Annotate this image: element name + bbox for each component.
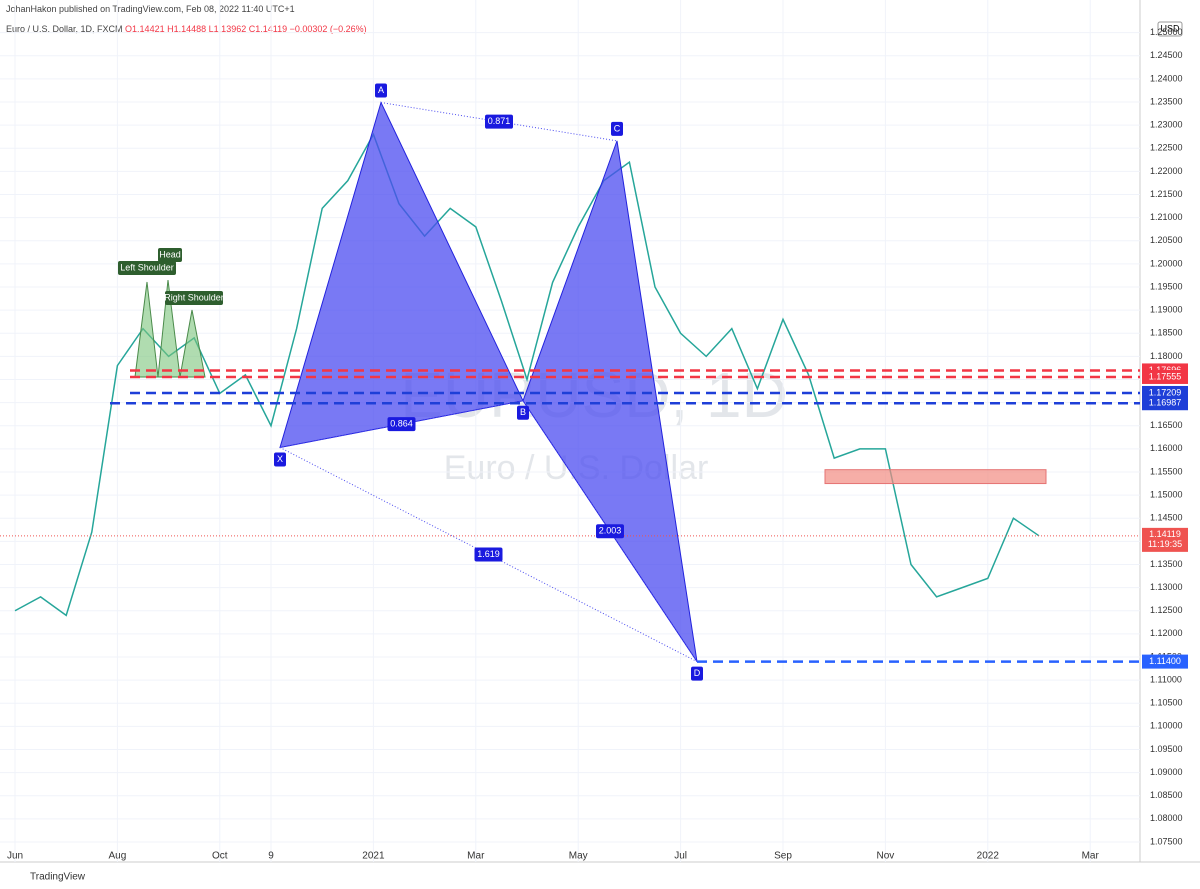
change: −0.00302 (−0.26%) xyxy=(289,24,367,34)
last-price-label: 1.14119 xyxy=(1149,529,1181,539)
low: L1.13962 xyxy=(208,24,247,34)
point-box xyxy=(274,452,286,467)
y-tick-label: 1.10500 xyxy=(1150,698,1183,708)
last-price-tag xyxy=(1142,527,1188,552)
y-tick-label: 1.18500 xyxy=(1150,328,1183,338)
point-label: B xyxy=(520,407,526,417)
y-tick-label: 1.09000 xyxy=(1150,767,1183,777)
brand: TradingView xyxy=(30,872,86,883)
y-tick-label: 1.19000 xyxy=(1150,305,1183,315)
y-tick-label: 1.25000 xyxy=(1150,27,1183,37)
y-tick-label: 1.24000 xyxy=(1150,73,1183,83)
y-tick-label: 1.23000 xyxy=(1150,120,1183,130)
ratio-label: 2.003 xyxy=(599,526,622,536)
point-box xyxy=(375,83,387,98)
y-tick-label: 1.07500 xyxy=(1150,836,1183,846)
y-tick-label: 1.18000 xyxy=(1150,351,1183,361)
bar-timer: 11:19:35 xyxy=(1148,539,1182,549)
x-tick-label: Mar xyxy=(467,851,485,862)
y-tick-label: 1.24500 xyxy=(1150,50,1183,60)
y-tick-label: 1.12000 xyxy=(1150,628,1183,638)
y-tick-label: 1.14500 xyxy=(1150,513,1183,523)
close: C1.14119 xyxy=(248,24,288,34)
x-tick-label: Sep xyxy=(774,851,792,862)
annotation: Right Shoulder xyxy=(164,292,224,302)
hs-shape xyxy=(134,279,206,378)
point-label: A xyxy=(378,85,384,95)
y-tick-label: 1.21000 xyxy=(1150,212,1183,222)
ratio-line xyxy=(380,101,618,142)
open: O1.14421 xyxy=(125,24,165,34)
level-tag xyxy=(1142,654,1188,669)
point-label: C xyxy=(614,123,621,133)
ratio-box xyxy=(474,547,503,562)
y-tick-label: 1.23500 xyxy=(1150,96,1183,106)
level-tag xyxy=(1142,396,1188,411)
ratio-label: 0.864 xyxy=(390,419,413,429)
y-tick-label: 1.08000 xyxy=(1150,813,1183,823)
y-tick-label: 1.21500 xyxy=(1150,189,1183,199)
x-tick-label: May xyxy=(569,851,588,862)
annotation: Left Shoulder xyxy=(120,262,174,272)
ratio-box xyxy=(596,524,624,539)
y-tick-label: 1.16000 xyxy=(1150,443,1183,453)
ratio-label: 1.619 xyxy=(477,549,500,559)
level-label: 1.17696 xyxy=(1149,365,1182,375)
publisher: JohanHakon published on TradingView.com,… xyxy=(6,4,295,14)
x-tick-label: 2022 xyxy=(977,851,1000,862)
y-tick-label: 1.15500 xyxy=(1150,466,1183,476)
symbol-line: Euro / U.S. Dollar, 1D, FXCM O1.14421 H1… xyxy=(6,24,367,34)
y-tick-label: 1.08500 xyxy=(1150,790,1183,800)
point-box xyxy=(611,121,623,136)
y-tick-label: 1.13000 xyxy=(1150,582,1183,592)
y-tick-label: 1.16500 xyxy=(1150,420,1183,430)
y-tick-label: 1.12500 xyxy=(1150,605,1183,615)
x-tick-label: Aug xyxy=(109,851,127,862)
x-tick-label: Mar xyxy=(1082,851,1100,862)
ratio-label: 0.871 xyxy=(488,116,511,126)
y-tick-label: 1.22500 xyxy=(1150,143,1183,153)
x-tick-label: 2021 xyxy=(362,851,385,862)
y-tick-label: 1.11000 xyxy=(1150,674,1182,684)
x-tick-label: Nov xyxy=(877,851,895,862)
y-tick-label: 1.09500 xyxy=(1150,744,1183,754)
y-tick-label: 1.20500 xyxy=(1150,235,1183,245)
point-label: D xyxy=(694,668,701,678)
ratio-box xyxy=(387,417,416,432)
level-label: 1.11400 xyxy=(1149,656,1181,666)
annotation-box xyxy=(118,261,176,275)
price-axis-bg xyxy=(1140,0,1200,862)
y-tick-label: 1.22000 xyxy=(1150,166,1183,176)
currency: USD xyxy=(1160,23,1180,33)
level-label: 1.17209 xyxy=(1149,387,1182,397)
ratio-box xyxy=(485,114,513,129)
harmonic-leg xyxy=(279,101,524,449)
annotation: Head xyxy=(159,249,181,259)
level-label: 1.17555 xyxy=(1149,371,1182,381)
point-box xyxy=(691,666,703,681)
level-tag xyxy=(1142,369,1188,384)
annotation-box xyxy=(165,291,223,305)
y-tick-label: 1.15000 xyxy=(1150,489,1183,499)
x-tick-label: Oct xyxy=(212,851,228,862)
level-label: 1.16987 xyxy=(1149,398,1182,408)
supply-zone xyxy=(824,469,1047,485)
x-tick-label: 9 xyxy=(268,851,274,862)
y-tick-label: 1.10000 xyxy=(1150,721,1183,731)
point-label: X xyxy=(277,454,283,464)
symbol: Euro / U.S. Dollar, 1D, FXCM xyxy=(6,24,123,34)
high: H1.14488 xyxy=(167,24,207,34)
y-tick-label: 1.13500 xyxy=(1150,559,1183,569)
x-tick-label: Jun xyxy=(7,851,23,862)
y-tick-label: 1.19500 xyxy=(1150,281,1183,291)
y-tick-label: 1.20000 xyxy=(1150,258,1183,268)
x-tick-label: Jul xyxy=(674,851,687,862)
annotation-box xyxy=(158,248,182,262)
point-box xyxy=(517,405,529,420)
currency-box xyxy=(1157,21,1183,37)
